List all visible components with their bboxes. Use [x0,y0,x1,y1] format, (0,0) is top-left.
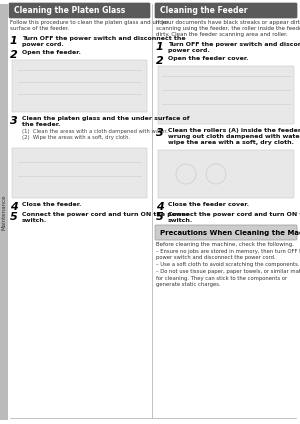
Text: Connect the power cord and turn ON the power
switch.: Connect the power cord and turn ON the p… [168,212,300,223]
Text: 1: 1 [156,42,164,52]
FancyBboxPatch shape [155,3,297,18]
Text: Follow this procedure to clean the platen glass and under
surface of the feeder.: Follow this procedure to clean the plate… [10,20,169,31]
Text: Close the feeder cover.: Close the feeder cover. [168,202,249,207]
Text: Before cleaning the machine, check the following.: Before cleaning the machine, check the f… [156,242,294,247]
Text: 2: 2 [10,50,18,60]
Text: Turn OFF the power switch and disconnect the
power cord.: Turn OFF the power switch and disconnect… [22,36,186,47]
FancyBboxPatch shape [155,225,297,240]
Text: Clean the rollers (A) inside the feeder with a well
wrung out cloth dampened wit: Clean the rollers (A) inside the feeder … [168,128,300,145]
Text: Maintenance: Maintenance [2,194,7,230]
Text: Open the feeder.: Open the feeder. [22,50,81,55]
Text: – Ensure no jobs are stored in memory, then turn OFF the
power switch and discon: – Ensure no jobs are stored in memory, t… [156,249,300,260]
Text: 2: 2 [156,56,164,66]
Bar [12,60,147,112]
Text: 1: 1 [10,36,18,46]
Text: 3: 3 [156,128,164,138]
Text: 5: 5 [156,212,164,222]
Text: 3: 3 [10,116,18,126]
Text: (2)  Wipe the areas with a soft, dry cloth.: (2) Wipe the areas with a soft, dry clot… [22,134,130,139]
Text: Clean the platen glass and the under surface of
the feeder.: Clean the platen glass and the under sur… [22,116,190,127]
Text: (1)  Clean the areas with a cloth dampened with water.: (1) Clean the areas with a cloth dampene… [22,129,168,134]
Bar [158,150,294,198]
Text: – Use a soft cloth to avoid scratching the components.: – Use a soft cloth to avoid scratching t… [156,262,299,267]
Text: Precautions When Cleaning the Machine: Precautions When Cleaning the Machine [160,229,300,235]
Text: Open the feeder cover.: Open the feeder cover. [168,56,248,61]
Text: 4: 4 [156,202,164,212]
Text: Close the feeder.: Close the feeder. [22,202,81,207]
FancyBboxPatch shape [9,3,150,18]
Text: – Do not use tissue paper, paper towels, or similar materials
for cleaning. They: – Do not use tissue paper, paper towels,… [156,270,300,287]
Text: If your documents have black streaks or appear dirty after
scanning using the fe: If your documents have black streaks or … [156,20,300,37]
Bar [158,66,294,124]
Text: Connect the power cord and turn ON the power
switch.: Connect the power cord and turn ON the p… [22,212,189,223]
Bar [0,4,8,420]
Text: 5: 5 [10,212,18,222]
Text: 4: 4 [10,202,18,212]
Bar [12,148,147,198]
Text: Turn OFF the power switch and disconnect the
power cord.: Turn OFF the power switch and disconnect… [168,42,300,53]
Text: Cleaning the Platen Glass: Cleaning the Platen Glass [14,6,125,15]
Text: Cleaning the Feeder: Cleaning the Feeder [160,6,248,15]
